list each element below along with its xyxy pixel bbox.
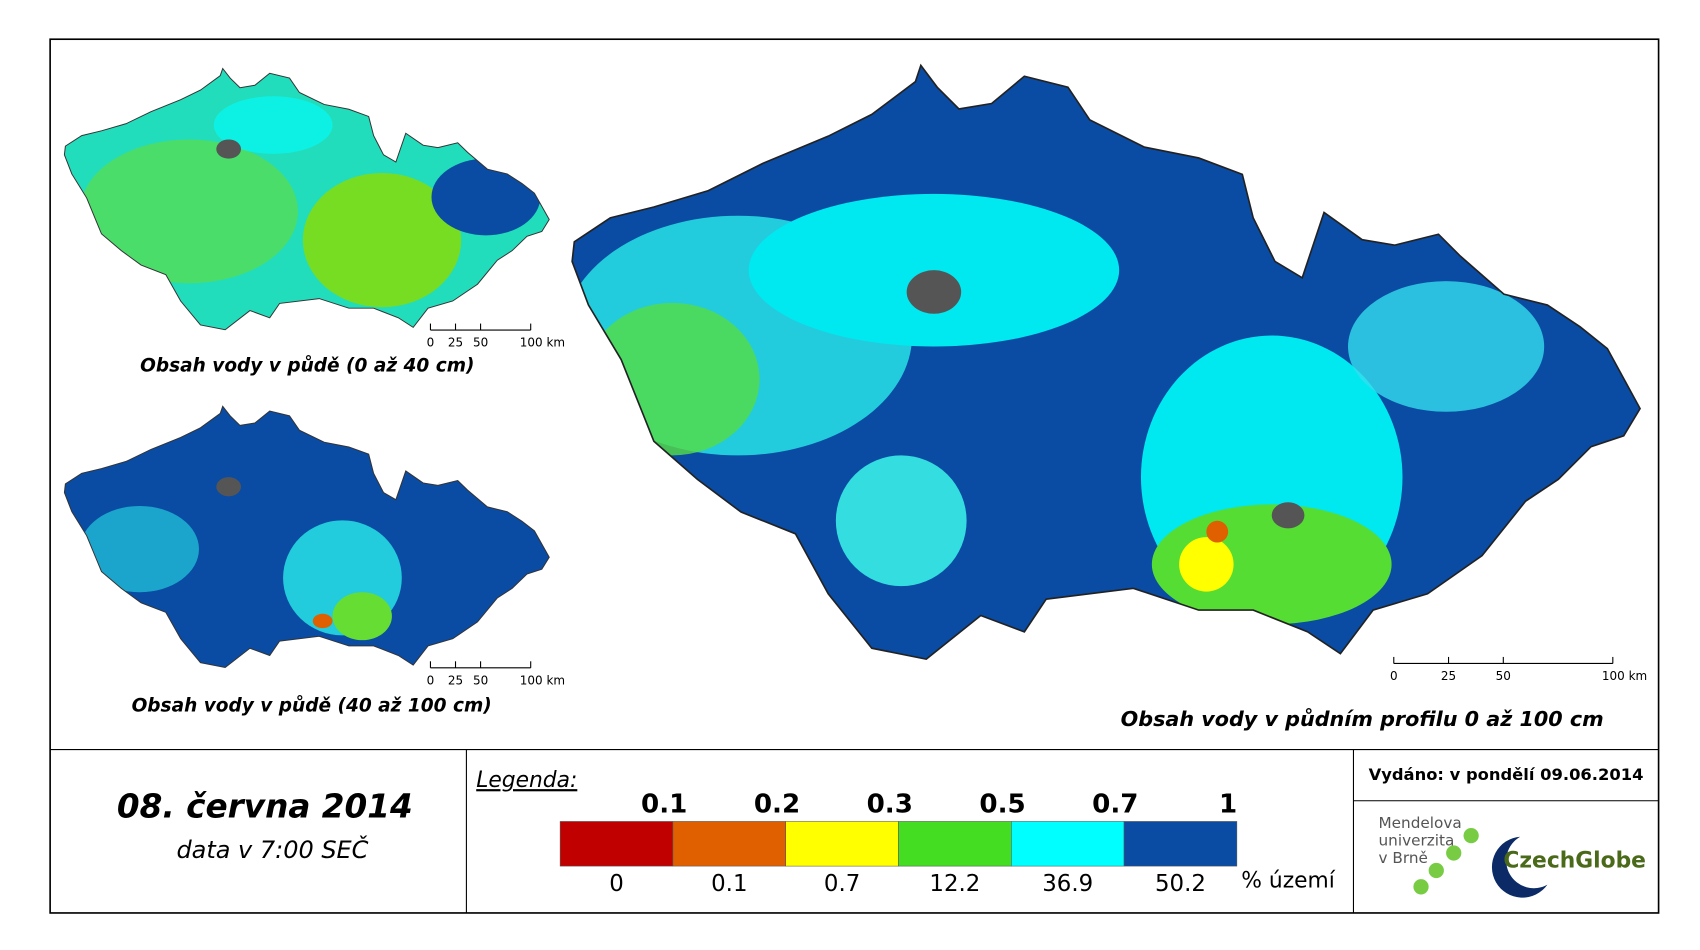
time: data v 7:00 SEČ bbox=[176, 834, 368, 864]
logo-arc bbox=[1491, 836, 1548, 898]
legend-threshold: 0.7 bbox=[1092, 790, 1138, 820]
legend-share: 0 bbox=[609, 871, 624, 897]
legend-swatch bbox=[785, 821, 899, 867]
map-topsoil bbox=[63, 68, 550, 331]
frame bbox=[49, 38, 1660, 914]
legend-unit: % území bbox=[1241, 868, 1335, 893]
legend-share: 12.2 bbox=[929, 871, 980, 897]
scale-label: 25 bbox=[1441, 669, 1456, 683]
scale-label: 25 bbox=[448, 673, 463, 687]
scale-label: 50 bbox=[1496, 669, 1511, 683]
date: 08. června 2014 bbox=[117, 787, 413, 825]
map-caption: Obsah vody v půdním profilu 0 až 100 cm bbox=[1121, 706, 1604, 731]
legend-share: 36.9 bbox=[1042, 871, 1093, 897]
legend-share: 0.7 bbox=[824, 871, 860, 897]
legend-title: Legenda: bbox=[476, 768, 577, 793]
map-profile bbox=[571, 64, 1641, 660]
map-caption: Obsah vody v půdě (0 až 40 cm) bbox=[140, 354, 474, 377]
logo-text: CzechGlobe bbox=[1503, 849, 1646, 874]
logo-text: Mendelova bbox=[1379, 814, 1462, 832]
scale-label: 0 bbox=[427, 673, 435, 687]
legend-swatch bbox=[1011, 821, 1125, 867]
scale-label: 0 bbox=[1390, 669, 1398, 683]
map-subsoil bbox=[63, 405, 550, 668]
legend-swatch bbox=[672, 821, 786, 867]
legend-threshold: 0.5 bbox=[979, 790, 1025, 820]
legend-share: 50.2 bbox=[1155, 871, 1206, 897]
legend-threshold: 0.1 bbox=[641, 790, 687, 820]
scale-label: 0 bbox=[427, 336, 435, 350]
scale-label: 25 bbox=[448, 336, 463, 350]
scale-label: 100 km bbox=[520, 336, 565, 350]
scale-label: 100 km bbox=[520, 673, 565, 687]
scale-label: 50 bbox=[473, 336, 488, 350]
legend-swatch bbox=[559, 821, 674, 867]
legend-threshold: 0.3 bbox=[867, 790, 913, 820]
logo-text: univerzita bbox=[1379, 832, 1455, 850]
legend-swatch bbox=[1123, 821, 1238, 867]
logo-text: v Brně bbox=[1379, 849, 1428, 867]
issued: Vydáno: v pondělí 09.06.2014 bbox=[1369, 765, 1644, 784]
legend-threshold: 1 bbox=[1219, 790, 1237, 820]
logo-dots bbox=[1413, 827, 1479, 895]
map-caption: Obsah vody v půdě (40 až 100 cm) bbox=[132, 693, 492, 716]
legend-swatch bbox=[898, 821, 1012, 867]
scale-label: 50 bbox=[473, 673, 488, 687]
legend-threshold: 0.2 bbox=[754, 790, 800, 820]
legend-share: 0.1 bbox=[711, 871, 747, 897]
scale-label: 100 km bbox=[1602, 669, 1647, 683]
